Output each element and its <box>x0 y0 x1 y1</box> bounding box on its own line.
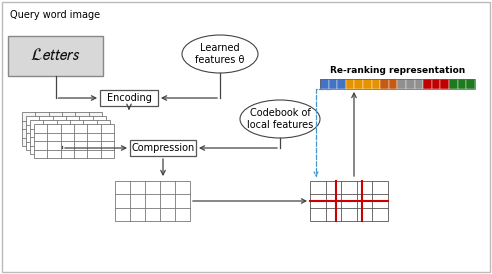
Text: Query word image: Query word image <box>10 10 100 20</box>
Bar <box>329 79 337 89</box>
Text: $\mathcal{Letters}$: $\mathcal{Letters}$ <box>30 47 81 64</box>
Bar <box>34 124 114 158</box>
Bar <box>320 79 329 89</box>
Text: Encoding: Encoding <box>107 93 152 103</box>
Bar <box>30 120 110 154</box>
Bar <box>440 79 449 89</box>
Bar <box>423 79 432 89</box>
Bar <box>398 79 406 89</box>
Bar <box>100 90 158 106</box>
Bar <box>371 79 380 89</box>
Bar <box>320 79 475 89</box>
Text: Learned
features θ: Learned features θ <box>195 43 245 65</box>
Bar <box>310 181 388 221</box>
Bar <box>346 79 354 89</box>
Text: Re-ranking representation: Re-ranking representation <box>330 66 465 75</box>
Bar <box>130 140 196 156</box>
Bar <box>415 79 423 89</box>
Bar <box>363 79 371 89</box>
Bar <box>380 79 389 89</box>
Text: Compression: Compression <box>131 143 195 153</box>
Bar <box>449 79 458 89</box>
Text: Codebook of
local features: Codebook of local features <box>247 108 313 130</box>
Bar <box>432 79 440 89</box>
Bar <box>458 79 466 89</box>
Bar <box>26 116 106 150</box>
Bar <box>115 181 190 221</box>
Ellipse shape <box>182 35 258 73</box>
Bar <box>8 36 103 76</box>
Bar <box>466 79 475 89</box>
Bar <box>389 79 398 89</box>
Bar <box>354 79 363 89</box>
Bar <box>22 112 102 146</box>
Ellipse shape <box>240 100 320 138</box>
Bar <box>406 79 415 89</box>
Bar <box>337 79 346 89</box>
